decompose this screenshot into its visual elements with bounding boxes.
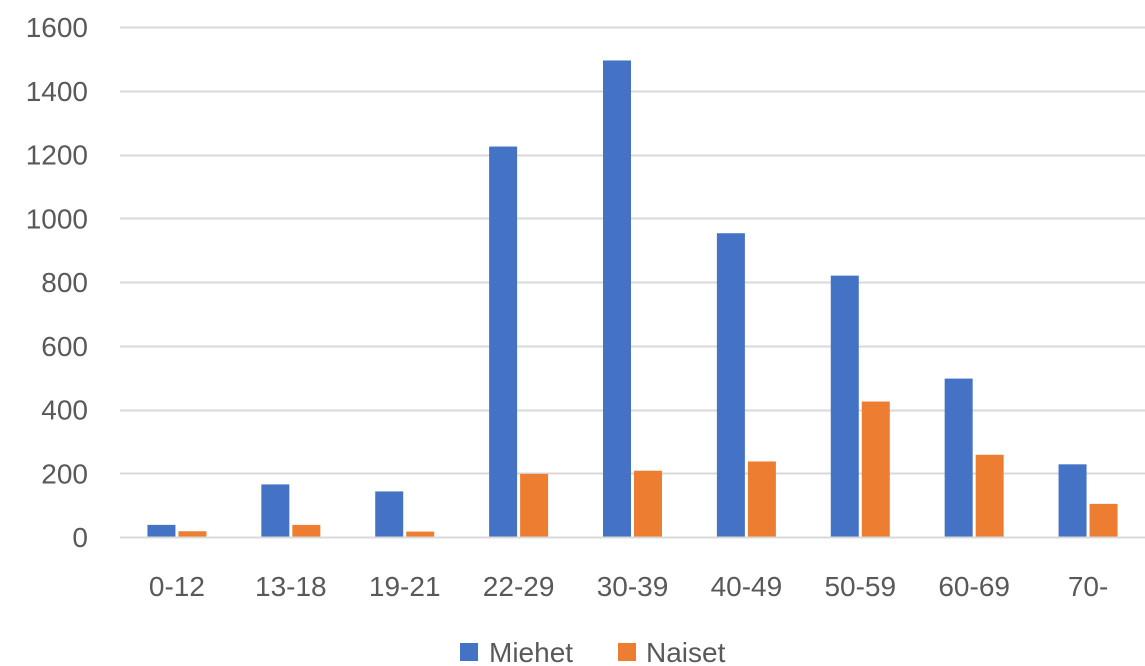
y-tick-label: 600 [41, 331, 88, 362]
bar-miehet-30-39 [603, 60, 631, 537]
legend: Miehet Naiset [460, 637, 726, 666]
x-tick-label: 40-49 [711, 571, 783, 602]
y-tick-label: 0 [72, 522, 88, 553]
bar-naiset-19-21 [406, 531, 435, 537]
x-axis-tick-labels: 0-12 13-18 19-21 22-29 30-39 40-49 50-59 60-69 7… [149, 571, 1108, 602]
bar-naiset-13-18 [292, 524, 321, 537]
y-tick-label: 200 [41, 458, 88, 489]
y-tick-label: 1600 [26, 12, 88, 43]
bar-naiset-70 [1089, 503, 1118, 537]
bar-naiset-60-69 [975, 454, 1004, 537]
bars [147, 60, 1118, 537]
x-tick-label: 70- [1068, 571, 1108, 602]
bar-naiset-22-29 [520, 473, 549, 537]
y-tick-label: 400 [41, 395, 88, 426]
y-tick-label: 1400 [26, 76, 88, 107]
y-axis-tick-labels: 0 200 400 600 800 1000 1200 1400 1600 [26, 12, 88, 553]
legend-label-miehet: Miehet [489, 637, 573, 666]
x-tick-label: 30-39 [597, 571, 669, 602]
x-tick-label: 60-69 [938, 571, 1010, 602]
legend-swatch-naiset [618, 643, 636, 661]
x-tick-label: 50-59 [824, 571, 896, 602]
x-tick-label: 13-18 [255, 571, 327, 602]
bar-naiset-50-59 [861, 401, 890, 537]
legend-label-naiset: Naiset [646, 637, 726, 666]
x-tick-label: 22-29 [483, 571, 555, 602]
y-tick-label: 800 [41, 267, 88, 298]
legend-swatch-miehet [460, 643, 478, 661]
gridlines [120, 26, 1145, 475]
bar-miehet-60-69 [944, 378, 973, 537]
y-tick-label: 1200 [26, 140, 88, 171]
bar-miehet-22-29 [489, 146, 518, 537]
x-tick-label: 0-12 [149, 571, 205, 602]
x-tick-label: 19-21 [369, 571, 441, 602]
bar-miehet-0-12 [147, 524, 176, 537]
bar-naiset-30-39 [634, 470, 662, 537]
bar-naiset-40-49 [747, 461, 776, 537]
bar-miehet-13-18 [261, 484, 290, 537]
y-tick-label: 1000 [26, 203, 88, 234]
bar-miehet-40-49 [716, 233, 745, 537]
bar-miehet-70 [1058, 464, 1087, 537]
bar-naiset-0-12 [178, 531, 207, 537]
bar-miehet-19-21 [375, 491, 404, 537]
bar-miehet-50-59 [830, 275, 859, 537]
